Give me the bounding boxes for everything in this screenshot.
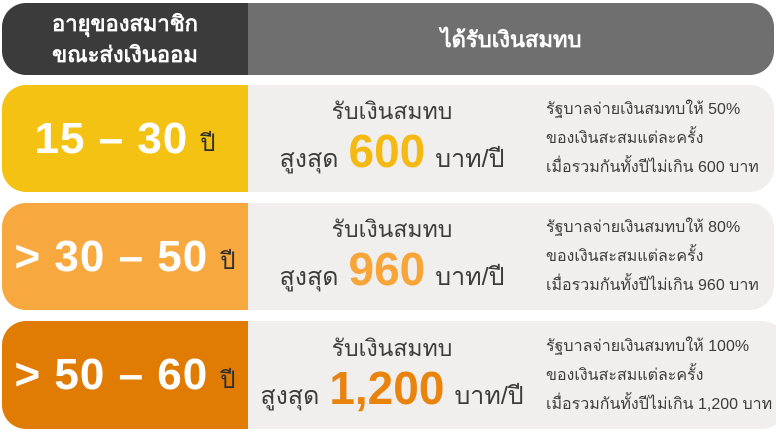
age-unit-label: ปี	[220, 366, 236, 394]
table-row-age-15-30: 15 – 30 ปี รับเงินสมทบ สูงสุด 600 บาท/ปี…	[2, 85, 774, 192]
max-amount-line: สูงสุด 960 บาท/ปี	[280, 246, 505, 297]
max-amount-value: 1,200	[329, 361, 445, 414]
age-range-cell: 15 – 30 ปี	[2, 85, 248, 192]
detail-line: เมื่อรวมกันทั้งปีไม่เกิน 600 บาท	[546, 159, 759, 176]
age-range-label: > 50 – 60	[14, 350, 209, 399]
subsidy-summary: รับเงินสมทบ สูงสุด 600 บาท/ปี	[248, 98, 536, 179]
max-amount-line: สูงสุด 1,200 บาท/ปี	[260, 365, 523, 416]
contribution-column-header-label: ได้รับเงินสมทบ	[440, 26, 582, 52]
age-range-cell: > 30 – 50 ปี	[2, 203, 248, 310]
age-header-line1: อายุของสมาชิก	[52, 11, 198, 36]
age-column-header: อายุของสมาชิก ขณะส่งเงินออม	[2, 3, 248, 75]
subsidy-detail: รัฐบาลจ่ายเงินสมทบให้ 50% ของเงินสะสมแต่…	[536, 95, 774, 182]
subsidy-detail: รัฐบาลจ่ายเงินสมทบให้ 100% ของเงินสะสมแต…	[536, 332, 776, 419]
contribution-column-header: ได้รับเงินสมทบ	[248, 3, 774, 75]
contribution-cell: รับเงินสมทบ สูงสุด 600 บาท/ปี รัฐบาลจ่าย…	[248, 85, 774, 192]
max-label: สูงสุด	[279, 145, 339, 173]
amount-unit-label: บาท/ปี	[435, 263, 505, 291]
table-header: อายุของสมาชิก ขณะส่งเงินออม ได้รับเงินสม…	[2, 3, 774, 75]
subsidy-summary: รับเงินสมทบ สูงสุด 1,200 บาท/ปี	[248, 335, 536, 416]
subsidy-title: รับเงินสมทบ	[331, 334, 453, 361]
age-range-label: > 30 – 50	[14, 231, 209, 281]
detail-line: เมื่อรวมกันทั้งปีไม่เกิน 960 บาท	[546, 277, 759, 294]
age-unit-label: ปี	[220, 248, 236, 275]
subsidy-title: รับเงินสมทบ	[331, 216, 453, 242]
detail-line: ของเงินสะสมแต่ละครั้ง	[546, 248, 704, 265]
subsidy-summary: รับเงินสมทบ สูงสุด 960 บาท/ปี	[248, 216, 536, 297]
age-range-label: 15 – 30	[34, 113, 189, 163]
table-row-age-30-50: > 30 – 50 ปี รับเงินสมทบ สูงสุด 960 บาท/…	[2, 203, 774, 310]
age-range-cell: > 50 – 60 ปี	[2, 321, 248, 429]
detail-line: เมื่อรวมกันทั้งปีไม่เกิน 1,200 บาท	[546, 395, 773, 413]
max-amount-value: 960	[348, 243, 426, 295]
amount-unit-label: บาท/ปี	[454, 381, 524, 410]
contribution-cell: รับเงินสมทบ สูงสุด 960 บาท/ปี รัฐบาลจ่าย…	[248, 203, 774, 310]
age-column-header-label: อายุของสมาชิก ขณะส่งเงินออม	[52, 8, 198, 70]
age-header-line2: ขณะส่งเงินออม	[52, 42, 198, 67]
max-amount-value: 600	[348, 125, 426, 177]
max-label: สูงสุด	[260, 381, 320, 410]
age-unit-label: ปี	[200, 130, 216, 157]
table-row-age-50-60: > 50 – 60 ปี รับเงินสมทบ สูงสุด 1,200 บา…	[2, 321, 776, 429]
detail-line: รัฐบาลจ่ายเงินสมทบให้ 100%	[546, 337, 750, 355]
detail-line: รัฐบาลจ่ายเงินสมทบให้ 50%	[546, 101, 741, 118]
detail-line: ของเงินสะสมแต่ละครั้ง	[546, 366, 704, 384]
detail-line: ของเงินสะสมแต่ละครั้ง	[546, 130, 704, 147]
detail-line: รัฐบาลจ่ายเงินสมทบให้ 80%	[546, 219, 741, 236]
subsidy-detail: รัฐบาลจ่ายเงินสมทบให้ 80% ของเงินสะสมแต่…	[536, 213, 774, 300]
subsidy-title: รับเงินสมทบ	[331, 98, 453, 124]
contribution-cell: รับเงินสมทบ สูงสุด 1,200 บาท/ปี รัฐบาลจ่…	[248, 321, 776, 429]
max-amount-line: สูงสุด 600 บาท/ปี	[280, 128, 505, 179]
max-label: สูงสุด	[279, 263, 339, 291]
amount-unit-label: บาท/ปี	[435, 145, 505, 173]
